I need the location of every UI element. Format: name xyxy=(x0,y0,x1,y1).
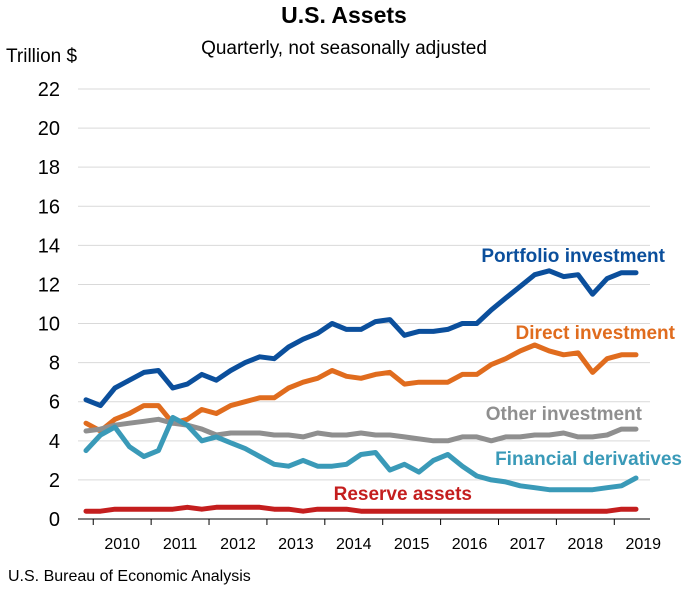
y-tick-label: 0 xyxy=(49,509,60,531)
x-axis: 2010 2011 2012 2013 2014 2015 2016 2017 2018 2019 xyxy=(78,518,661,553)
y-axis-unit-label: Trillion $ xyxy=(6,46,78,67)
y-tick-label: 20 xyxy=(38,118,60,140)
series-labels: Portfolio investment Direct investment Oth… xyxy=(334,246,682,505)
chart-title: U.S. Assets xyxy=(281,2,407,28)
x-tick-label: 2019 xyxy=(625,536,661,553)
x-tick-label: 2017 xyxy=(510,536,546,553)
other-investment-line xyxy=(83,416,639,444)
y-tick-label: 8 xyxy=(49,353,60,375)
gridlines xyxy=(78,88,650,481)
series-lines xyxy=(83,268,639,514)
direct-investment-label: Direct investment xyxy=(516,323,676,344)
y-tick-label: 6 xyxy=(49,392,60,414)
reserve-assets-label: Reserve assets xyxy=(334,484,472,505)
x-tick-label: 2014 xyxy=(336,536,372,553)
y-tick-label: 18 xyxy=(38,157,60,179)
y-tick-label: 16 xyxy=(38,196,60,218)
y-tick-label: 2 xyxy=(49,470,60,492)
portfolio-investment-label: Portfolio investment xyxy=(481,246,665,267)
y-tick-label: 4 xyxy=(49,431,60,453)
chart-subtitle: Quarterly, not seasonally adjusted xyxy=(201,38,487,59)
x-tick-label: 2011 xyxy=(163,536,198,553)
y-tick-label: 10 xyxy=(38,314,60,336)
x-tick-label: 2013 xyxy=(278,536,314,553)
y-tick-label: 22 xyxy=(38,79,60,101)
source-note: U.S. Bureau of Economic Analysis xyxy=(8,568,251,585)
portfolio-investment-line xyxy=(83,268,639,409)
x-tick-label: 2015 xyxy=(394,536,430,553)
x-tick-label: 2018 xyxy=(568,536,604,553)
other-investment-label: Other investment xyxy=(486,404,643,425)
financial-derivatives-label: Financial derivatives xyxy=(495,449,682,470)
y-tick-label: 14 xyxy=(38,235,60,257)
x-tick-label: 2010 xyxy=(104,536,140,553)
financial-derivatives-line xyxy=(83,414,639,493)
reserve-assets-line xyxy=(83,504,639,514)
y-tick-label: 12 xyxy=(38,274,60,296)
y-axis-ticks: 0 2 4 6 8 10 12 14 16 18 20 22 xyxy=(38,79,60,531)
x-tick-label: 2016 xyxy=(452,536,488,553)
x-tick-label: 2012 xyxy=(220,536,256,553)
